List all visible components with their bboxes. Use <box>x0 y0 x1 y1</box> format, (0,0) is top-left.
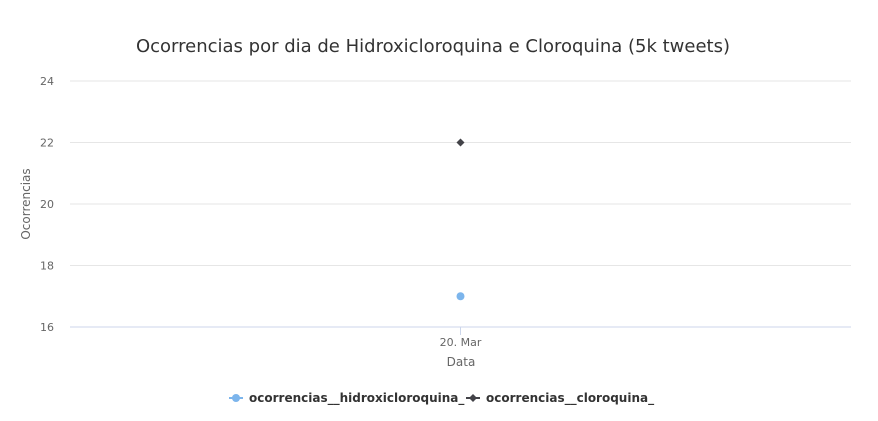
x-tick-label: 20. Mar <box>440 336 482 349</box>
legend-item-cloroquina[interactable]: ocorrencias__cloroquina_ <box>466 391 654 406</box>
data-points <box>456 138 465 301</box>
y-tick-label: 18 <box>40 260 54 273</box>
legend-label: ocorrencias__hidroxicloroquina_ <box>249 391 464 406</box>
y-tick-label: 22 <box>40 137 54 150</box>
x-tick-labels: 20. Mar <box>440 336 482 349</box>
x-axis-title: Data <box>447 355 476 369</box>
data-point-hidroxicloroquina[interactable] <box>456 292 465 301</box>
y-axis-title: Ocorrencias <box>19 168 33 239</box>
y-tick-label: 24 <box>40 75 54 88</box>
chart-title: Ocorrencias por dia de Hidroxicloroquina… <box>136 36 730 57</box>
y-tick-labels: 16 18 20 22 24 <box>40 75 54 334</box>
legend: ocorrencias__hidroxicloroquina_ ocorrenci… <box>229 391 654 406</box>
y-tick-label: 20 <box>40 198 54 211</box>
legend-item-hidroxicloroquina[interactable]: ocorrencias__hidroxicloroquina_ <box>229 391 464 406</box>
data-point-cloroquina[interactable] <box>456 138 465 147</box>
y-tick-label: 16 <box>40 321 54 334</box>
grid-layer <box>70 80 851 266</box>
legend-marker-icon <box>469 394 477 402</box>
legend-label: ocorrencias__cloroquina_ <box>486 391 654 406</box>
legend-marker-icon <box>232 394 240 402</box>
